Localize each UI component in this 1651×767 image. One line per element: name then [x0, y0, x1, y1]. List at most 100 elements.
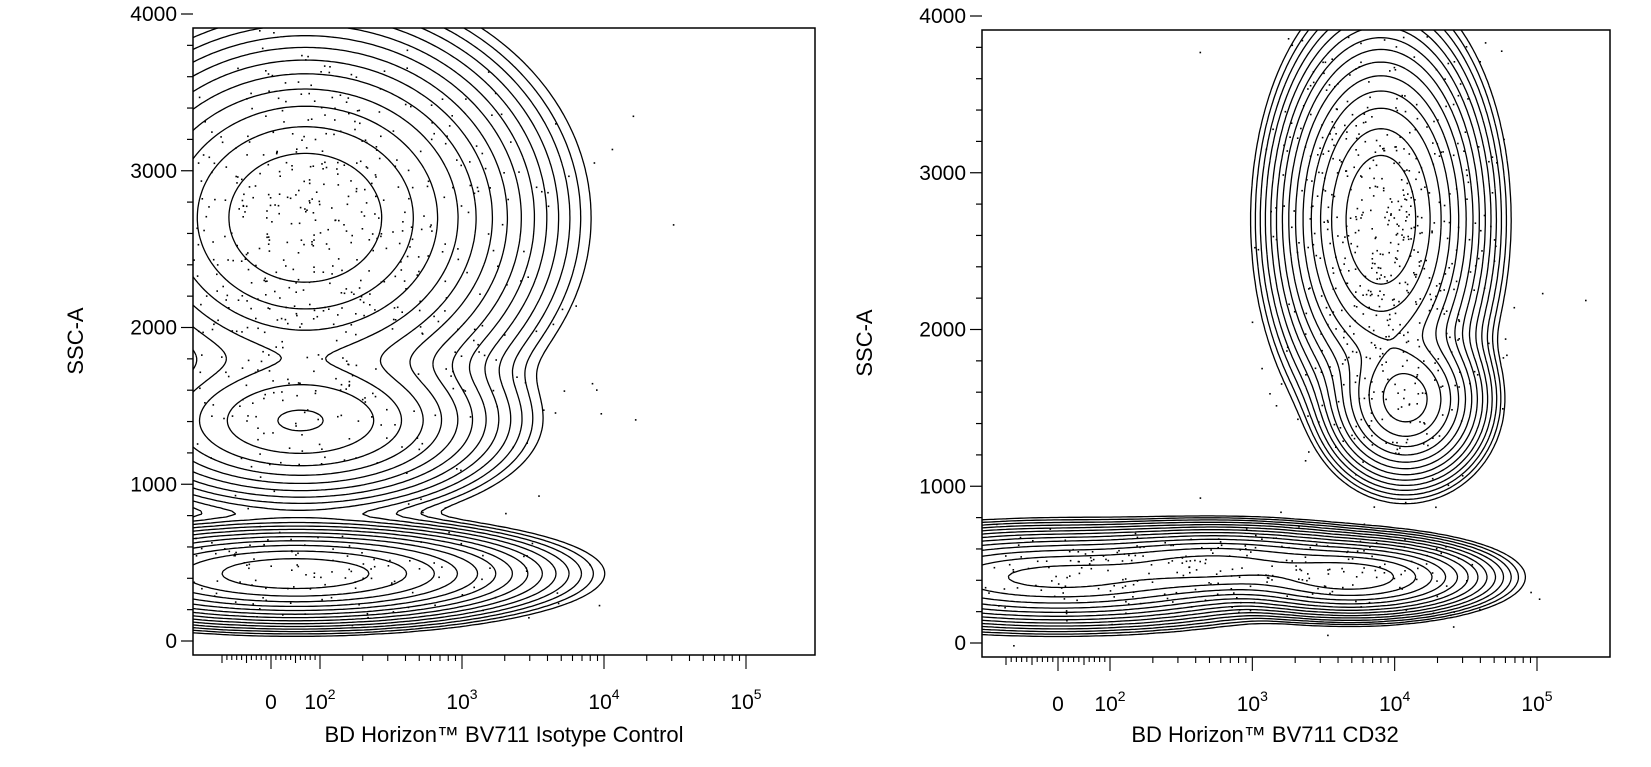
- event-dot: [1476, 374, 1479, 376]
- event-dot: [1136, 536, 1139, 539]
- event-dot: [335, 377, 337, 380]
- event-dot: [1076, 599, 1078, 602]
- event-dot: [341, 269, 343, 272]
- event-dot: [1379, 145, 1381, 147]
- event-dot: [1382, 253, 1384, 256]
- event-dot: [339, 389, 342, 391]
- event-dot: [247, 135, 249, 138]
- event-dot: [1355, 351, 1358, 354]
- event-dot: [291, 165, 293, 167]
- event-dot: [1354, 231, 1357, 234]
- event-dot: [1349, 74, 1351, 76]
- event-dot: [557, 602, 560, 605]
- event-dot: [984, 586, 987, 589]
- event-dot: [1445, 105, 1447, 108]
- event-dot: [434, 604, 436, 607]
- event-dot: [1368, 425, 1371, 427]
- event-dot: [1089, 556, 1092, 559]
- event-dot: [348, 112, 350, 115]
- event-dot: [245, 253, 248, 256]
- event-dot: [1435, 547, 1438, 550]
- event-dot: [317, 354, 320, 356]
- event-dot: [355, 364, 358, 367]
- event-dot: [1045, 560, 1048, 562]
- event-dot: [1201, 546, 1203, 549]
- density-layer: [193, 28, 675, 637]
- event-dot: [422, 511, 424, 514]
- event-dot: [1289, 136, 1291, 138]
- event-dot: [392, 231, 394, 233]
- x-axis: 0 102 103 104 105: [1005, 657, 1553, 716]
- event-dot: [411, 238, 414, 241]
- event-dot: [360, 295, 363, 298]
- event-dot: [1215, 573, 1218, 575]
- event-dot: [1361, 214, 1363, 216]
- event-dot: [373, 558, 375, 561]
- event-dot: [297, 81, 300, 83]
- event-dot: [1142, 555, 1144, 557]
- event-dot: [313, 234, 315, 236]
- event-dot: [193, 581, 195, 584]
- event-dot: [373, 565, 376, 568]
- event-dot: [1275, 238, 1278, 241]
- event-dot: [246, 420, 248, 422]
- event-dot: [1124, 578, 1127, 580]
- event-dot: [220, 136, 222, 138]
- event-dot: [304, 208, 306, 210]
- event-dot: [1415, 103, 1418, 106]
- event-dot: [1440, 151, 1442, 154]
- event-dot: [1118, 549, 1120, 552]
- event-dot: [258, 247, 261, 250]
- event-dot: [1479, 608, 1481, 611]
- event-dot: [397, 186, 400, 188]
- event-dot: [1332, 288, 1335, 290]
- event-dot: [1053, 595, 1056, 598]
- event-dot: [1381, 298, 1383, 301]
- event-dot: [1453, 288, 1455, 291]
- event-dot: [257, 438, 259, 441]
- event-dot: [394, 319, 397, 321]
- event-dot: [332, 265, 334, 267]
- event-dot: [1323, 585, 1326, 587]
- event-dot: [1125, 600, 1127, 603]
- event-dot: [1362, 211, 1364, 214]
- event-dot: [1408, 213, 1410, 216]
- event-dot: [197, 330, 200, 333]
- event-dot: [1406, 359, 1408, 362]
- event-dot: [1363, 567, 1365, 569]
- event-dot: [1049, 528, 1052, 530]
- event-dot: [1337, 400, 1340, 403]
- event-dot: [1381, 177, 1383, 180]
- event-dot: [993, 566, 996, 569]
- event-dot: [255, 317, 257, 320]
- event-dot: [1316, 195, 1319, 197]
- event-dot: [477, 343, 479, 346]
- event-dot: [243, 193, 245, 196]
- event-dot: [1390, 213, 1392, 215]
- x-axis-title: BD Horizon™ BV711 Isotype Control: [324, 722, 683, 747]
- event-dot: [1363, 397, 1366, 400]
- event-dot: [310, 118, 313, 120]
- event-dot: [1394, 452, 1397, 454]
- event-dot: [305, 574, 307, 576]
- event-dot: [1332, 311, 1335, 313]
- event-dot: [274, 204, 276, 206]
- event-dot: [1090, 567, 1093, 570]
- event-dot: [301, 450, 304, 452]
- event-dot: [261, 47, 264, 50]
- event-dot: [1433, 222, 1436, 224]
- event-dot: [348, 384, 351, 386]
- event-dot: [279, 277, 281, 280]
- event-dot: [1357, 154, 1360, 156]
- event-dot: [523, 250, 525, 253]
- y-tick-label: 0: [954, 632, 966, 655]
- event-dot: [1308, 451, 1310, 453]
- event-dot: [1139, 602, 1142, 605]
- event-dot: [1282, 174, 1285, 176]
- event-dot: [1415, 578, 1418, 581]
- event-dot: [389, 559, 391, 562]
- event-dot: [1385, 361, 1387, 363]
- event-dot: [1166, 597, 1169, 600]
- event-dot: [200, 303, 202, 306]
- event-dot: [327, 228, 329, 231]
